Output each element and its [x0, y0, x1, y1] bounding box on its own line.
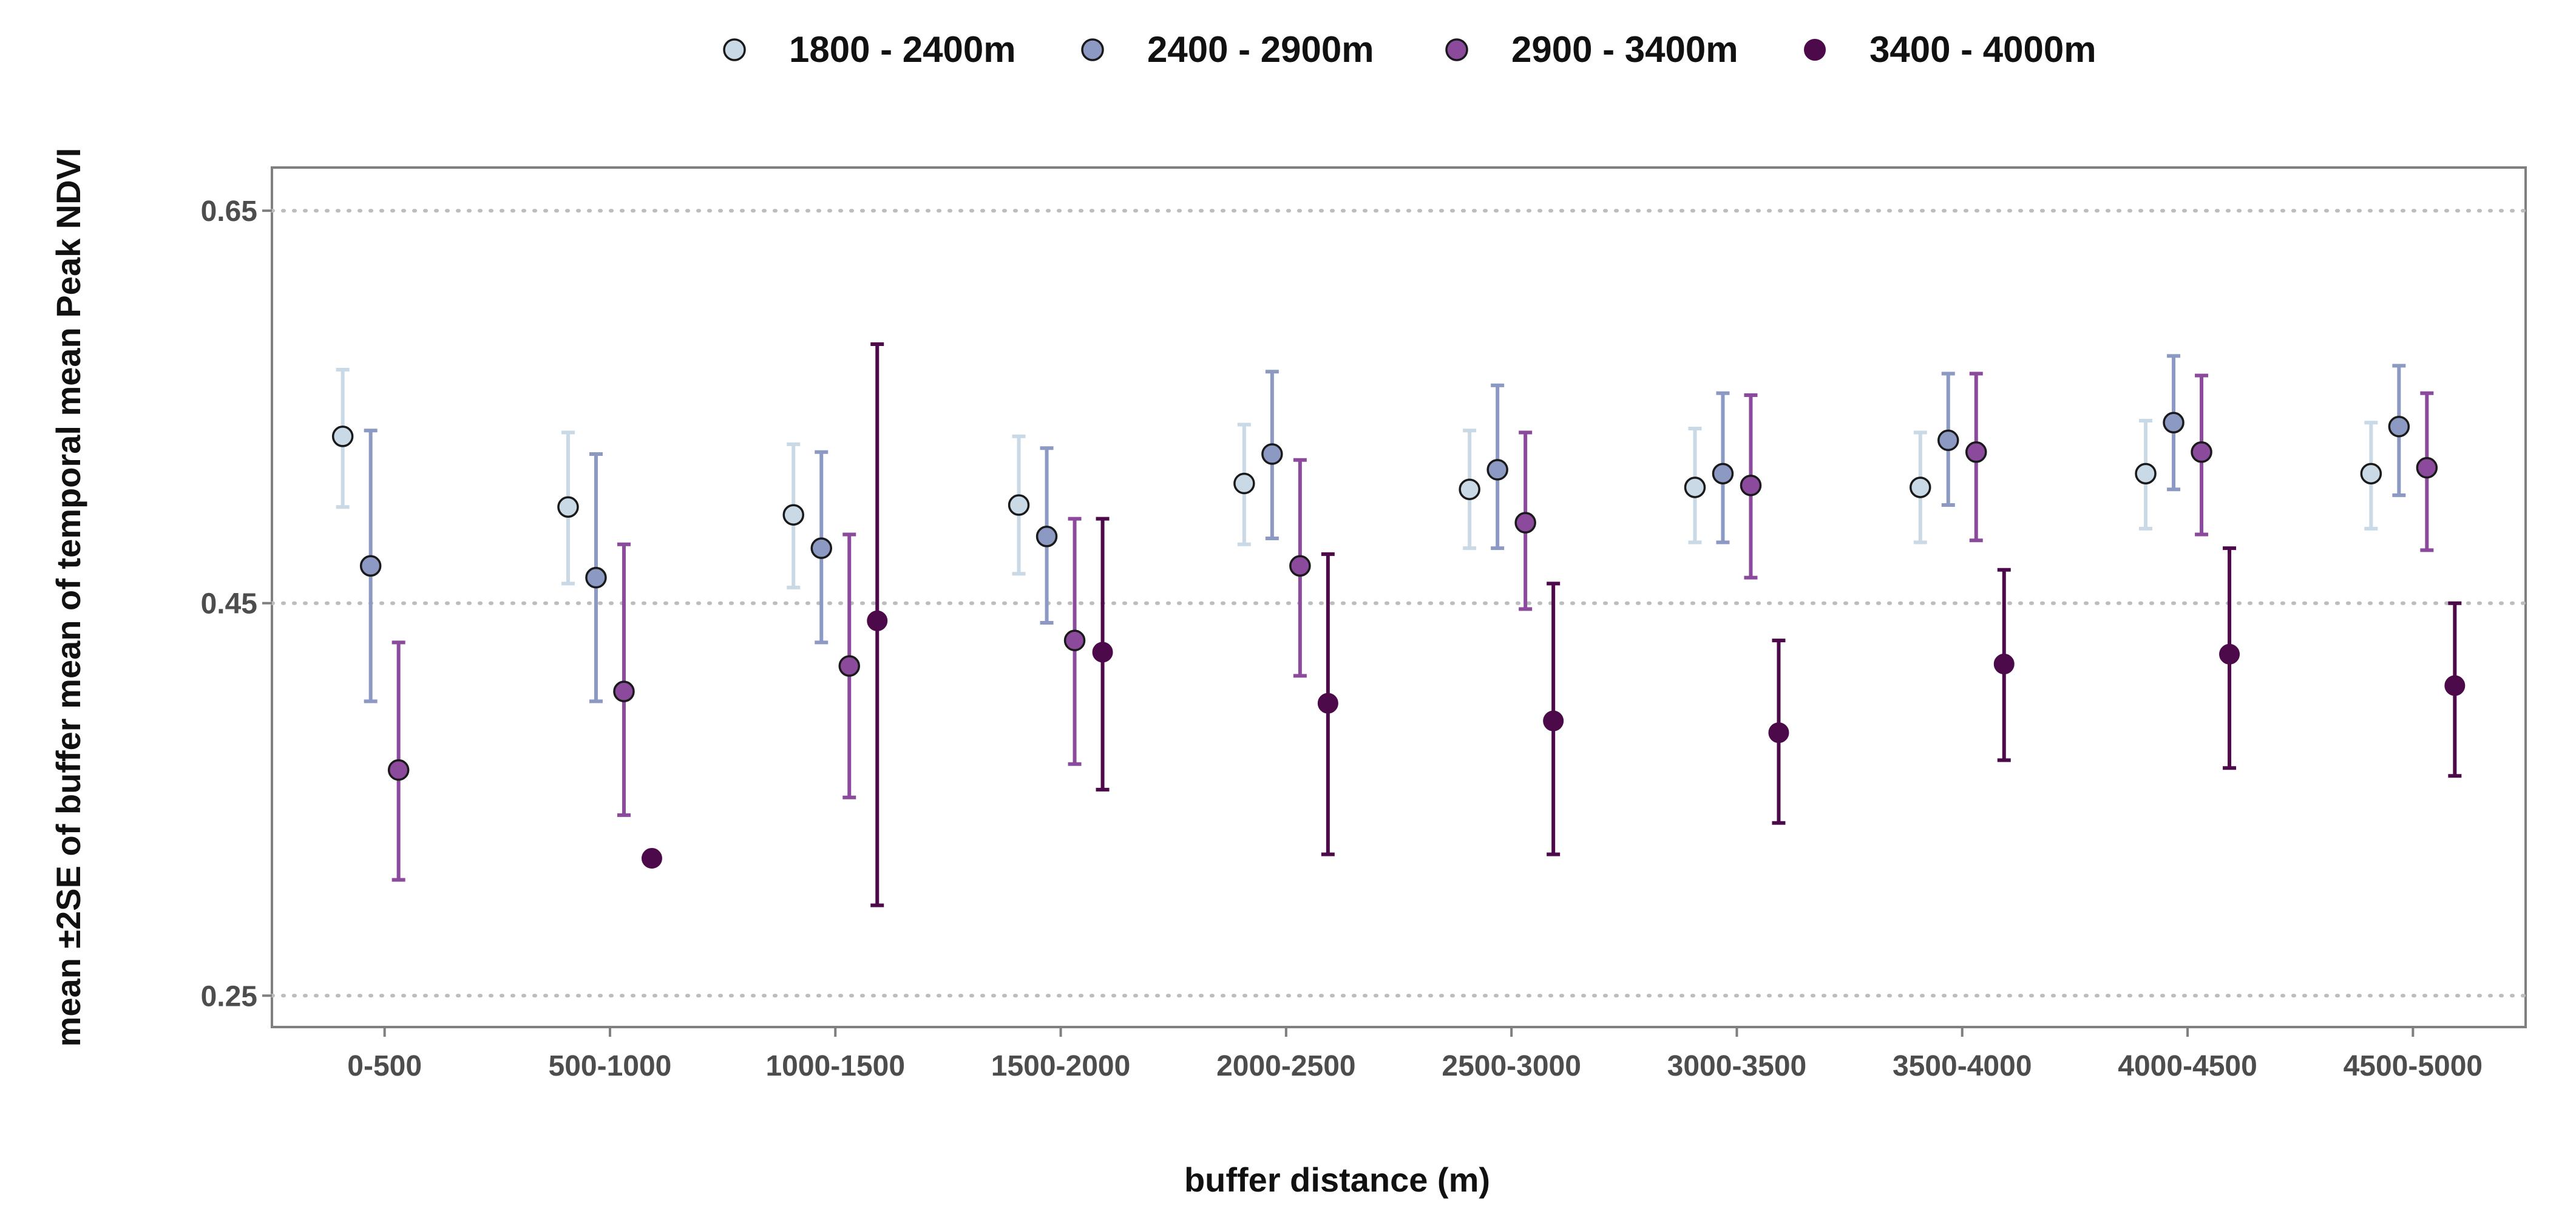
data-point — [1317, 693, 1338, 714]
x-tick-label: 3000-3500 — [1667, 1050, 1807, 1082]
data-point — [2191, 441, 2212, 463]
data-point — [2388, 415, 2410, 438]
data-point — [838, 655, 860, 677]
legend-swatch — [723, 38, 746, 61]
data-point — [1965, 441, 1987, 463]
data-point — [810, 537, 832, 559]
y-tick-label: 0.45 — [201, 588, 257, 620]
data-point — [585, 566, 607, 589]
data-point — [1684, 476, 1706, 498]
y-tick-label: 0.65 — [201, 195, 257, 228]
y-tick-label: 0.25 — [201, 980, 257, 1012]
series-2900-3400m — [387, 371, 2438, 882]
data-point — [2163, 412, 2185, 434]
data-point — [1233, 472, 1255, 495]
legend-label: 2400 - 2900m — [1147, 29, 1374, 70]
data-point — [1092, 642, 1113, 663]
data-point — [359, 555, 382, 577]
data-point — [1289, 555, 1311, 577]
y-axis-title: mean ±2SE of buffer mean of temporal mea… — [49, 148, 87, 1047]
data-point — [2219, 643, 2240, 665]
x-tick-label: 1500-2000 — [991, 1050, 1131, 1082]
legend-label: 3400 - 4000m — [1869, 29, 2096, 70]
data-point — [1740, 474, 1762, 497]
data-point — [1768, 722, 1789, 744]
data-point — [387, 759, 410, 781]
data-point — [1543, 710, 1564, 731]
data-point — [1514, 512, 1536, 534]
y-axis: 0.25 0.45 0.65 — [201, 195, 272, 1012]
x-tick-label: 0-500 — [347, 1050, 422, 1082]
data-point — [1910, 476, 1931, 498]
legend-label: 1800 - 2400m — [789, 29, 1016, 70]
legend-item: 1800 - 2400m — [723, 29, 1016, 70]
data-point — [641, 847, 662, 869]
data-point — [2360, 463, 2382, 485]
plot-panel — [271, 166, 2527, 1028]
legend-item: 2400 - 2900m — [1081, 29, 1374, 70]
data-point — [867, 610, 888, 631]
x-axis-title: buffer distance (m) — [1184, 1161, 1490, 1199]
data-point — [1459, 478, 1480, 500]
data-point — [2135, 463, 2157, 485]
legend-item: 3400 - 4000m — [1804, 29, 2096, 70]
x-tick-label: 2500-3000 — [1442, 1050, 1581, 1082]
data-point — [613, 680, 635, 702]
data-point — [1486, 459, 1508, 481]
data-point — [2444, 675, 2466, 696]
data-point — [1261, 443, 1283, 465]
data-point — [1035, 526, 1058, 548]
data-point — [1063, 629, 1086, 651]
legend-label: 2900 - 3400m — [1511, 29, 1738, 70]
x-tick-label: 500-1000 — [549, 1050, 672, 1082]
legend-item: 2900 - 3400m — [1445, 29, 1738, 70]
legend-swatch — [1081, 38, 1104, 61]
series-3400-4000m — [641, 342, 2466, 907]
series-1800-2400m — [331, 367, 2382, 589]
data-point — [1008, 494, 1030, 516]
legend-swatch — [1445, 38, 1468, 61]
x-tick-label: 3500-4000 — [1893, 1050, 2032, 1082]
data-marks — [331, 342, 2466, 907]
x-axis: 0-500 500-1000 1000-1500 1500-2000 2000-2500… — [347, 1027, 2483, 1082]
legend: 1800 - 2400m 2400 - 2900m 2900 - 3400m 3400… — [723, 29, 2096, 70]
data-point — [557, 496, 579, 518]
x-tick-label: 1000-1500 — [765, 1050, 905, 1082]
data-point — [1993, 653, 2015, 674]
data-point — [1937, 429, 1959, 452]
grid — [270, 209, 2527, 998]
x-tick-label: 4000-4500 — [2118, 1050, 2257, 1082]
data-point — [331, 426, 354, 447]
x-tick-label: 4500-5000 — [2344, 1050, 2483, 1082]
series-2400-2900m — [359, 354, 2410, 704]
x-tick-label: 2000-2500 — [1216, 1050, 1356, 1082]
data-point — [2416, 456, 2438, 479]
legend-swatch — [1804, 39, 1826, 61]
data-point — [1712, 463, 1734, 485]
data-point — [782, 504, 804, 526]
